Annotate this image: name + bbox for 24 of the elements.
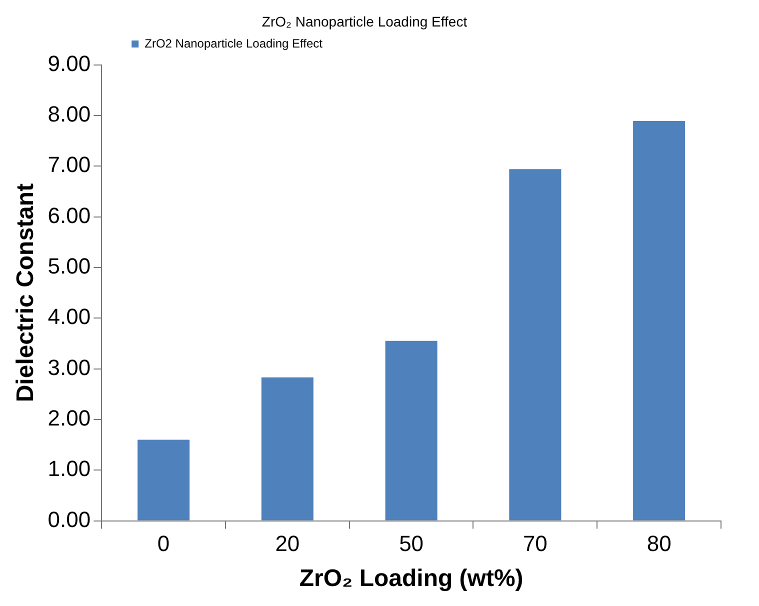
y-tick-label: 1.00 (48, 456, 91, 482)
x-tick-label: 20 (275, 531, 300, 556)
y-tick-label: 7.00 (48, 152, 91, 178)
x-tick-label: 0 (157, 531, 170, 556)
y-axis-title: Dielectric Constant (12, 183, 40, 402)
x-tick-label: 50 (399, 531, 424, 556)
x-tick-label: 70 (522, 531, 548, 556)
y-tick-label: 0.00 (48, 506, 91, 532)
bar (633, 121, 686, 520)
bar (138, 440, 190, 520)
y-tick-label: 4.00 (48, 304, 91, 330)
bar (261, 377, 314, 520)
chart-title: ZrO₂ Nanoparticle Loading Effect (262, 13, 468, 30)
bar (509, 169, 562, 520)
legend-label: ZrO2 Nanoparticle Loading Effect (144, 36, 324, 50)
y-tick-label: 5.00 (48, 254, 91, 279)
bar (385, 340, 438, 520)
y-tick-label: 8.00 (48, 102, 91, 127)
y-tick-label: 2.00 (48, 406, 91, 431)
y-tick-label: 6.00 (48, 202, 91, 228)
x-axis-title: ZrO₂ Loading (wt%) (299, 565, 524, 592)
y-tick-label: 9.00 (48, 50, 91, 76)
y-tick-label: 3.00 (48, 354, 91, 380)
x-tick-label: 80 (646, 531, 672, 556)
